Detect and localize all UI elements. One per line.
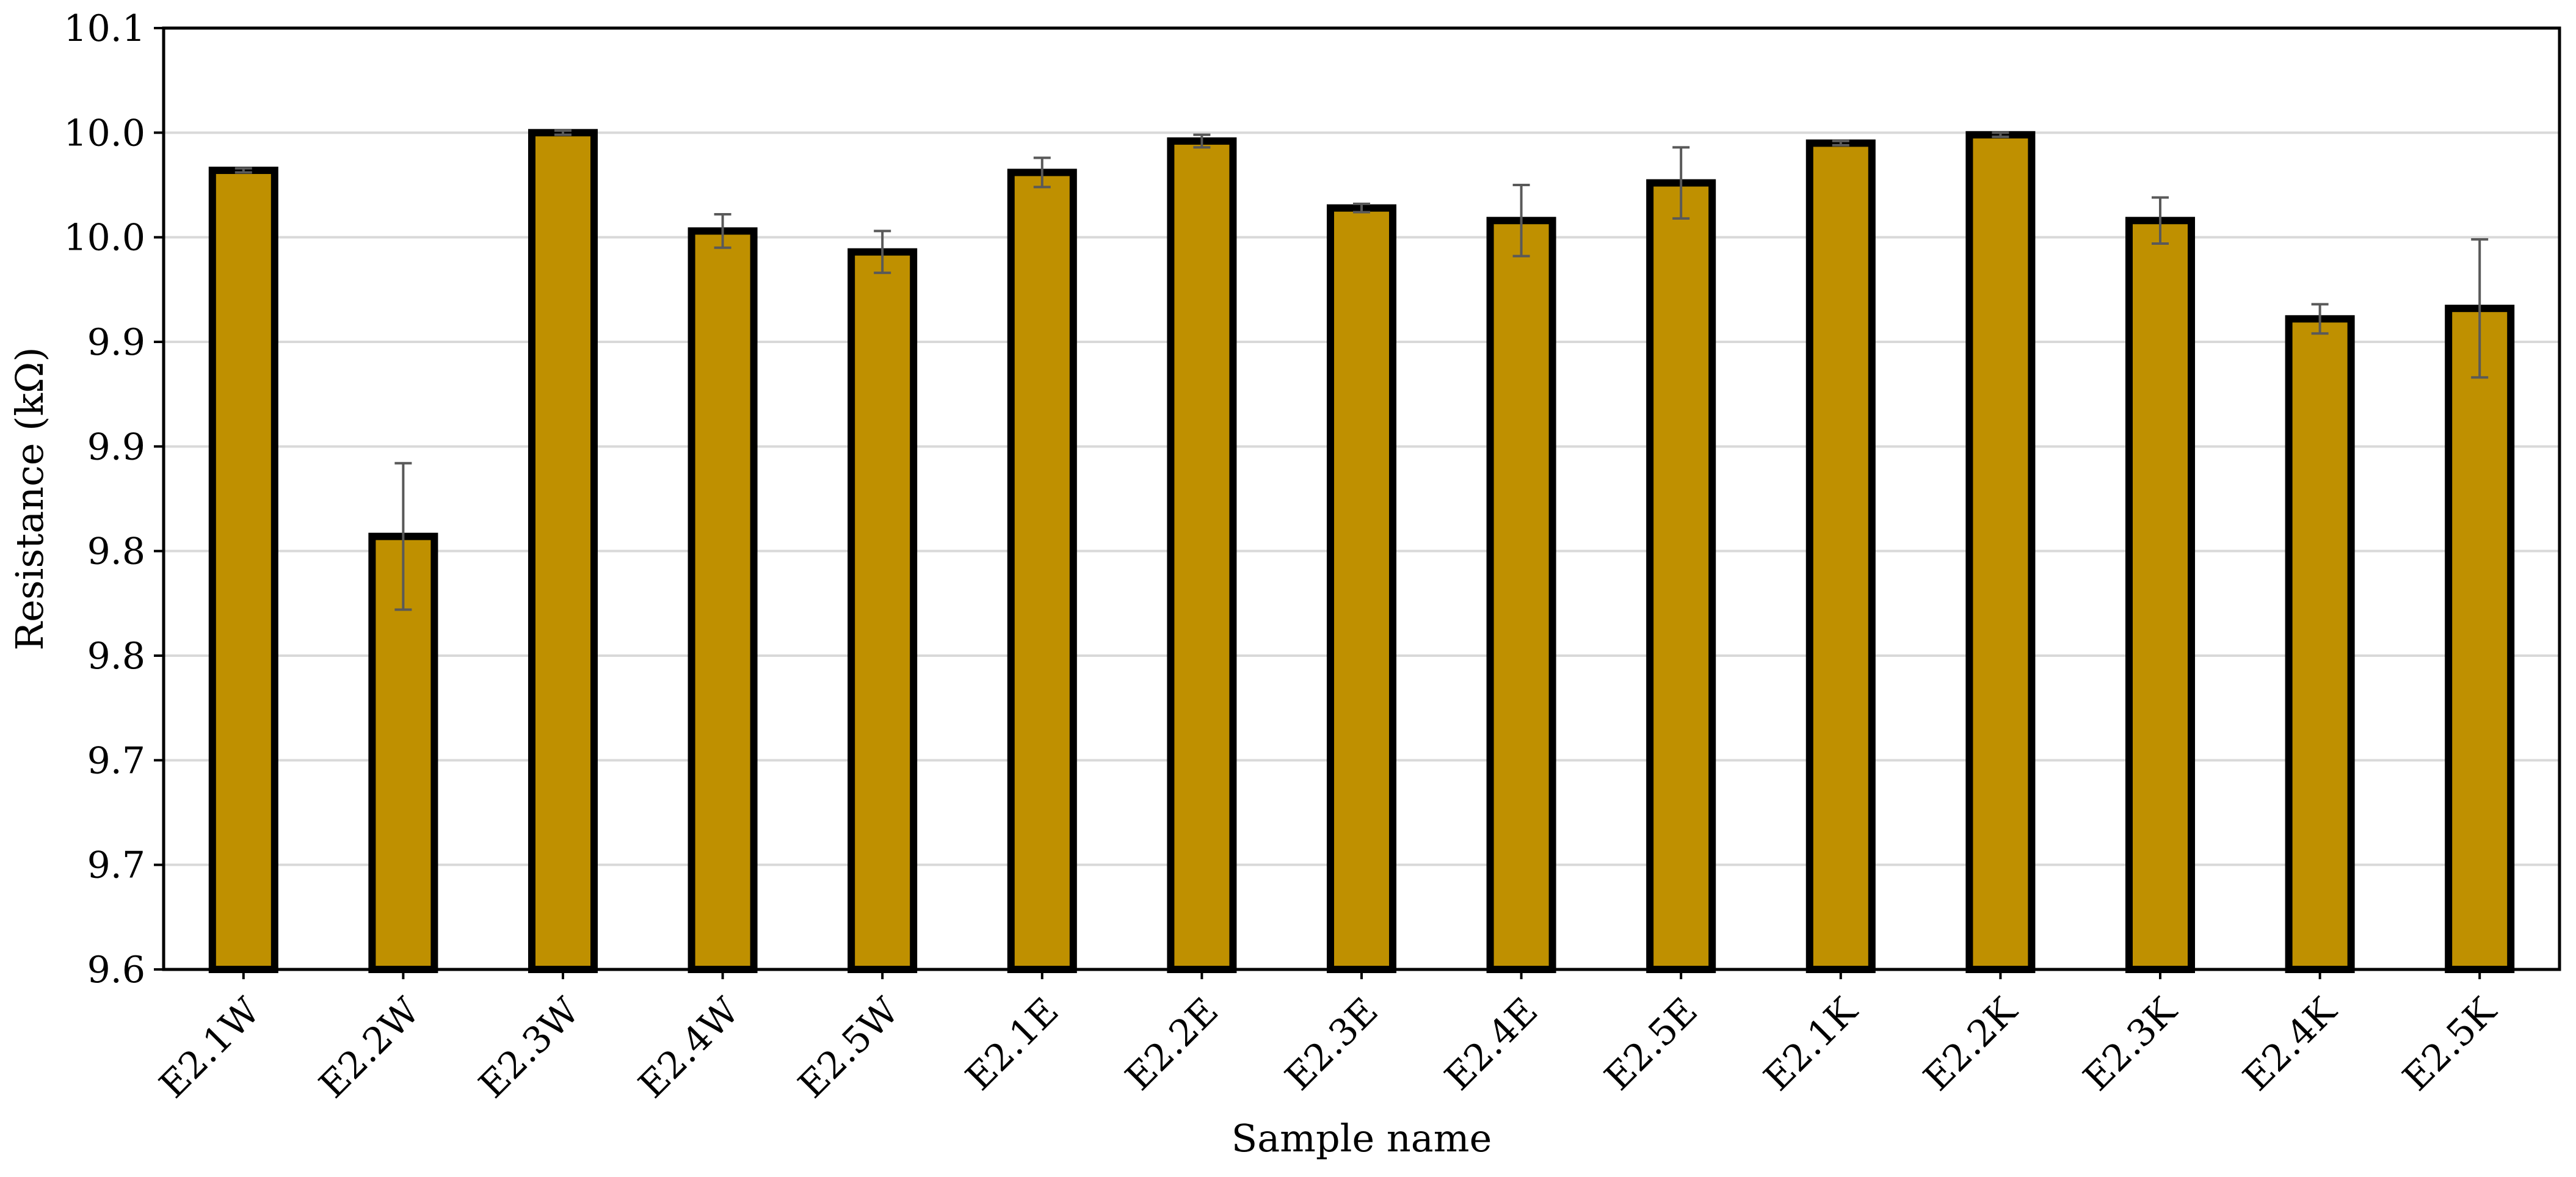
bar-E2.3W [528,129,598,973]
bar-E2.5W [847,248,918,973]
error-bars [234,129,2489,611]
bar-E2.3K [2125,217,2196,974]
x-tick-label: E2.2W [311,990,428,1107]
x-tick-label: E2.1E [957,990,1067,1099]
bar-E2.1W [208,167,278,974]
x-tick-label: E2.5W [790,990,907,1107]
x-tick-label: E2.3W [471,990,588,1107]
bar-E2.3E [1326,204,1397,973]
bar-E2.4E [1486,217,1556,974]
y-tick-label: 9.7 [87,739,145,782]
x-axis-title: Sample name [1232,1116,1492,1161]
x-tick-label: E2.3E [1277,990,1387,1099]
y-tick-label: 9.6 [87,949,145,991]
bar-E2.2E [1167,137,1237,973]
x-tick-label: E2.4W [631,990,748,1107]
bar-E2.5K [2445,305,2515,973]
y-tick-label: 9.9 [87,426,145,468]
bar-E2.1E [1007,168,1077,974]
y-axis-title: Resistance (kΩ) [7,347,52,650]
x-tick-label: E2.5K [2395,989,2505,1099]
x-tick-label: E2.1W [151,990,269,1107]
x-tick-label: E2.4K [2235,989,2345,1099]
bar-E2.5E [1646,179,1716,973]
y-tick-label: 9.7 [87,844,145,887]
x-axis-ticks: E2.1W E2.2W E2.3W E2.4W E2.5W E2.1E E2.2E E2.3E… [151,969,2505,1107]
y-tick-label: 9.8 [87,635,145,678]
x-tick-label: E2.1K [1756,989,1866,1099]
bar-E2.4K [2285,315,2355,973]
y-axis-ticks: 9.6 9.7 9.7 9.8 9.8 9.9 9.9 10.0 10.0 10.1 [63,7,164,991]
y-tick-label: 10.0 [63,217,145,259]
bar-E2.4W [688,227,758,973]
bar-E2.1K [1805,139,1876,973]
x-tick-label: E2.5E [1597,990,1706,1099]
y-tick-label: 10.0 [63,112,145,154]
x-tick-label: E2.2E [1117,990,1227,1099]
x-tick-label: E2.2K [1915,989,2025,1099]
y-tick-label: 9.9 [87,321,145,364]
x-tick-label: E2.4E [1437,990,1546,1099]
x-tick-label: E2.3K [2075,989,2185,1099]
bar-E2.2K [1965,131,2036,973]
bar-series [208,129,2515,974]
y-tick-label: 9.8 [87,531,145,573]
y-tick-label: 10.1 [63,7,145,50]
